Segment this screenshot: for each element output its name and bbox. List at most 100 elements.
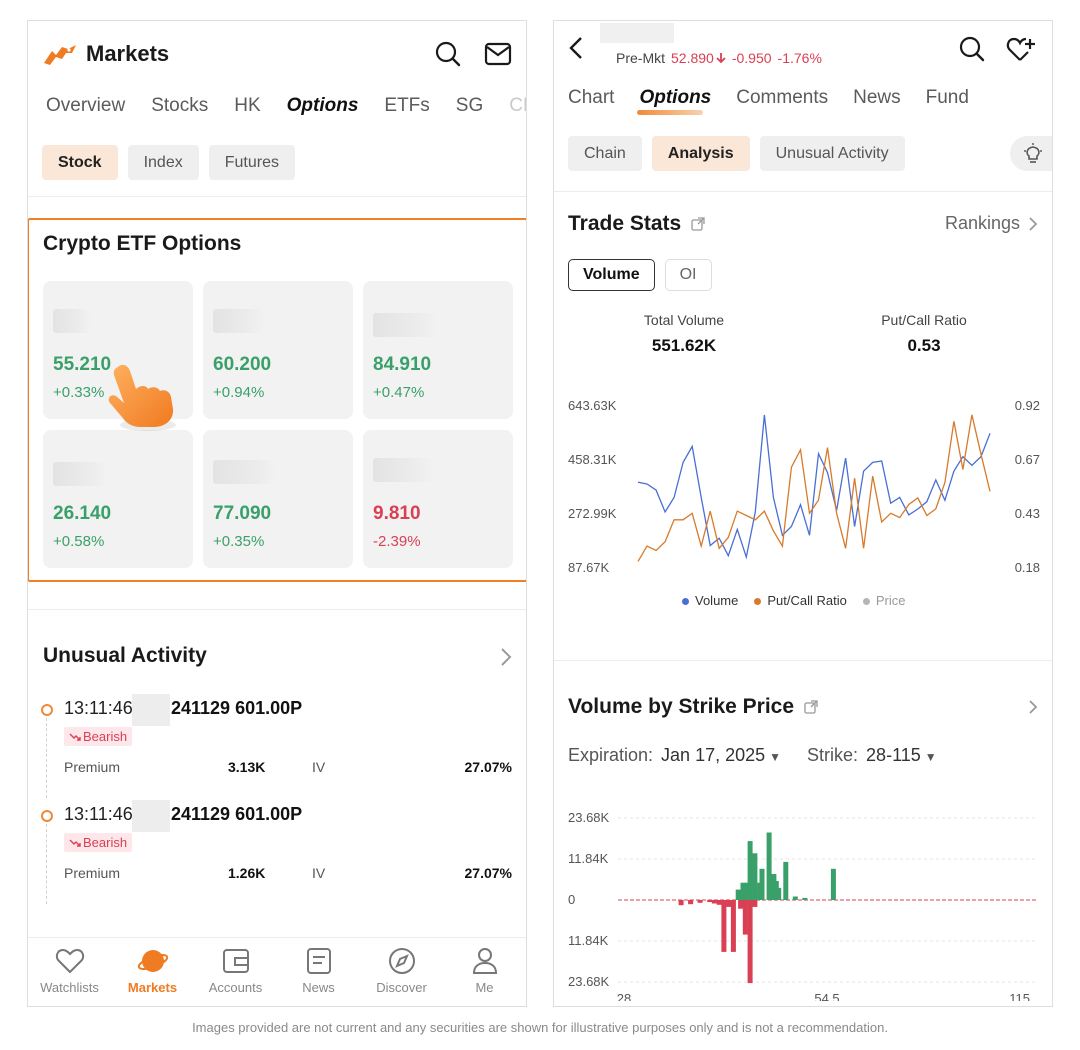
put-volume-bar: [738, 900, 744, 909]
etf-card[interactable]: 84.910 +0.47%: [363, 281, 513, 419]
back-arrow-icon[interactable]: [568, 35, 584, 61]
chip-stock[interactable]: Stock: [42, 145, 118, 180]
tab-fund[interactable]: Fund: [925, 87, 969, 108]
call-volume-bar: [740, 882, 746, 900]
legend-put-call: Put/Call Ratio: [754, 593, 847, 608]
tips-button[interactable]: [1010, 136, 1052, 171]
etf-card[interactable]: 77.090 +0.35%: [203, 430, 353, 568]
toggle-volume[interactable]: Volume: [568, 259, 655, 291]
sentiment-badge: Bearish: [64, 727, 133, 746]
chevron-right-icon[interactable]: [500, 647, 512, 667]
unusual-activity-item[interactable]: 13:11:46 241129 601.00P Bearish Premium …: [38, 694, 514, 798]
call-volume-bar: [783, 861, 789, 900]
page-title: Markets: [86, 41, 170, 66]
etf-card[interactable]: 9.810 -2.39%: [363, 430, 513, 568]
share-icon[interactable]: [691, 217, 705, 231]
divider: [554, 191, 1052, 192]
nav-me[interactable]: Me: [443, 938, 526, 1006]
caret-down-icon: ▼: [769, 750, 782, 764]
x-tick-label: 28: [617, 991, 631, 1001]
etf-card[interactable]: 26.140 +0.58%: [43, 430, 193, 568]
wallet-icon: [222, 949, 249, 973]
crypto-etf-section: Crypto ETF Options 55.210 +0.33% 60.200 …: [28, 218, 526, 582]
card-change: +0.94%: [213, 384, 265, 401]
tab-options[interactable]: Options: [637, 87, 712, 115]
bull-logo-icon: [44, 45, 76, 65]
stat-value: 551.62K: [651, 336, 717, 355]
ticker-redacted: [132, 800, 170, 832]
card-price: 26.140: [53, 503, 112, 524]
compass-icon: [388, 948, 415, 974]
card-price: 55.210: [53, 354, 112, 375]
strike-select[interactable]: 28-115 ▼: [866, 745, 937, 766]
stat-toggle: Volume OI: [568, 259, 712, 291]
options-analysis-screen: Pre-Mkt 52.890 -0.950 -1.76% Chart Optio…: [553, 20, 1053, 1007]
search-icon[interactable]: [434, 40, 462, 68]
unusual-activity-item[interactable]: 13:11:46 241129 601.00P Bearish Premium …: [38, 800, 514, 904]
search-icon[interactable]: [958, 35, 986, 63]
y-right-tick-label: 0.18: [1015, 560, 1040, 575]
section-title: Trade Stats: [568, 212, 682, 235]
put-volume-bar: [726, 900, 732, 907]
legend-label: Volume: [695, 593, 739, 608]
premarket-change: -0.950: [731, 50, 772, 66]
chevron-right-icon[interactable]: [1028, 699, 1038, 715]
chip-chain[interactable]: Chain: [568, 136, 642, 171]
ticker-redacted: [53, 462, 107, 486]
stat-label: Total Volume: [643, 312, 725, 328]
market-tabs: Overview Stocks HK Options ETFs SG CN: [46, 95, 526, 117]
tab-hk[interactable]: HK: [234, 95, 261, 116]
trend-down-icon: [69, 733, 81, 741]
tab-sg[interactable]: SG: [455, 95, 484, 116]
iv-label: IV: [312, 865, 326, 881]
call-volume-bar: [759, 868, 765, 900]
premarket-price: 52.890: [671, 50, 714, 66]
section-title: Crypto ETF Options: [43, 232, 242, 255]
nav-markets[interactable]: Markets: [111, 938, 194, 1006]
trade-time: 13:11:46: [64, 804, 133, 824]
premium-label: Premium: [64, 759, 121, 775]
tab-news[interactable]: News: [853, 87, 901, 108]
nav-news[interactable]: News: [277, 938, 360, 1006]
tab-cn[interactable]: CN: [509, 95, 526, 116]
chip-analysis[interactable]: Analysis: [651, 136, 750, 171]
section-title: Unusual Activity: [43, 644, 207, 667]
badge-label: Bearish: [83, 835, 128, 850]
y-left-tick-label: 643.63K: [568, 398, 617, 413]
share-icon[interactable]: [804, 700, 818, 714]
put-volume-bar: [730, 900, 736, 952]
etf-card[interactable]: 60.200 +0.94%: [203, 281, 353, 419]
tab-comments[interactable]: Comments: [736, 87, 829, 108]
lightbulb-icon: [1024, 142, 1042, 163]
rankings-link[interactable]: Rankings: [945, 213, 1038, 234]
planet-icon: [137, 950, 168, 972]
card-price: 9.810: [373, 503, 421, 524]
toggle-oi[interactable]: OI: [664, 259, 712, 291]
tab-stocks[interactable]: Stocks: [151, 95, 209, 116]
chip-futures[interactable]: Futures: [208, 145, 295, 180]
tab-etfs[interactable]: ETFs: [384, 95, 430, 116]
tab-overview[interactable]: Overview: [46, 95, 126, 116]
expiration-select[interactable]: Jan 17, 2025 ▼: [661, 745, 781, 766]
tab-options[interactable]: Options: [286, 95, 359, 116]
put-volume-bar: [688, 900, 694, 905]
timeline-dot: [41, 704, 53, 716]
chip-index[interactable]: Index: [127, 145, 199, 180]
mail-icon[interactable]: [484, 42, 512, 66]
nav-watchlists[interactable]: Watchlists: [28, 938, 111, 1006]
card-change: +0.47%: [373, 384, 425, 401]
tab-chart[interactable]: Chart: [568, 87, 615, 108]
nav-discover[interactable]: Discover: [360, 938, 443, 1006]
nav-accounts[interactable]: Accounts: [194, 938, 277, 1006]
premium-value: 1.26K: [228, 865, 266, 881]
nav-label: Accounts: [208, 980, 263, 995]
chart-legend: Volume Put/Call Ratio Price: [682, 593, 905, 608]
options-subtabs: Chain Analysis Unusual Activity: [568, 136, 905, 171]
chip-unusual-activity[interactable]: Unusual Activity: [759, 136, 905, 171]
add-watchlist-heart-icon[interactable]: [1006, 35, 1036, 63]
nav-label: News: [302, 980, 335, 995]
divider: [28, 196, 526, 197]
y-left-tick-label: 458.31K: [568, 452, 617, 467]
y-tick-label: 11.84K: [568, 933, 609, 948]
markets-screen: Markets Overview Stocks HK Options ETFs …: [27, 20, 527, 1007]
